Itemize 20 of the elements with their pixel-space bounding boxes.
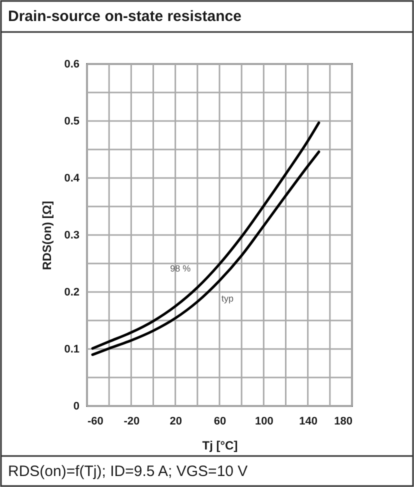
series-label: typ	[221, 294, 234, 304]
y-tick-label: 0	[73, 400, 80, 412]
chart-title: Drain-source on-state resistance	[8, 8, 242, 25]
y-tick-label: 0.4	[64, 172, 80, 184]
x-axis-title: Tj [°C]	[202, 438, 238, 452]
y-tick-label: 0.2	[64, 286, 80, 298]
y-tick-label: 0.6	[64, 58, 80, 70]
series-label: 98 %	[170, 263, 191, 274]
x-tick-label: 100	[254, 416, 274, 428]
x-tick-label: -60	[88, 416, 104, 428]
y-tick-label: 0.3	[64, 230, 80, 242]
y-tick-label: 0.5	[64, 116, 80, 128]
x-tick-label: -20	[124, 416, 140, 428]
x-tick-label: 180	[334, 416, 352, 428]
x-tick-label: 20	[170, 416, 182, 428]
y-tick-label: 0.1	[64, 344, 80, 356]
text: RDS(on)=f(Tj); ID=9.5 A; VGS=10 V	[8, 463, 248, 480]
x-tick-label: 60	[214, 416, 226, 428]
y-axis-title: RDS(on) [Ω]	[40, 201, 54, 270]
x-tick-label: 140	[299, 416, 318, 428]
